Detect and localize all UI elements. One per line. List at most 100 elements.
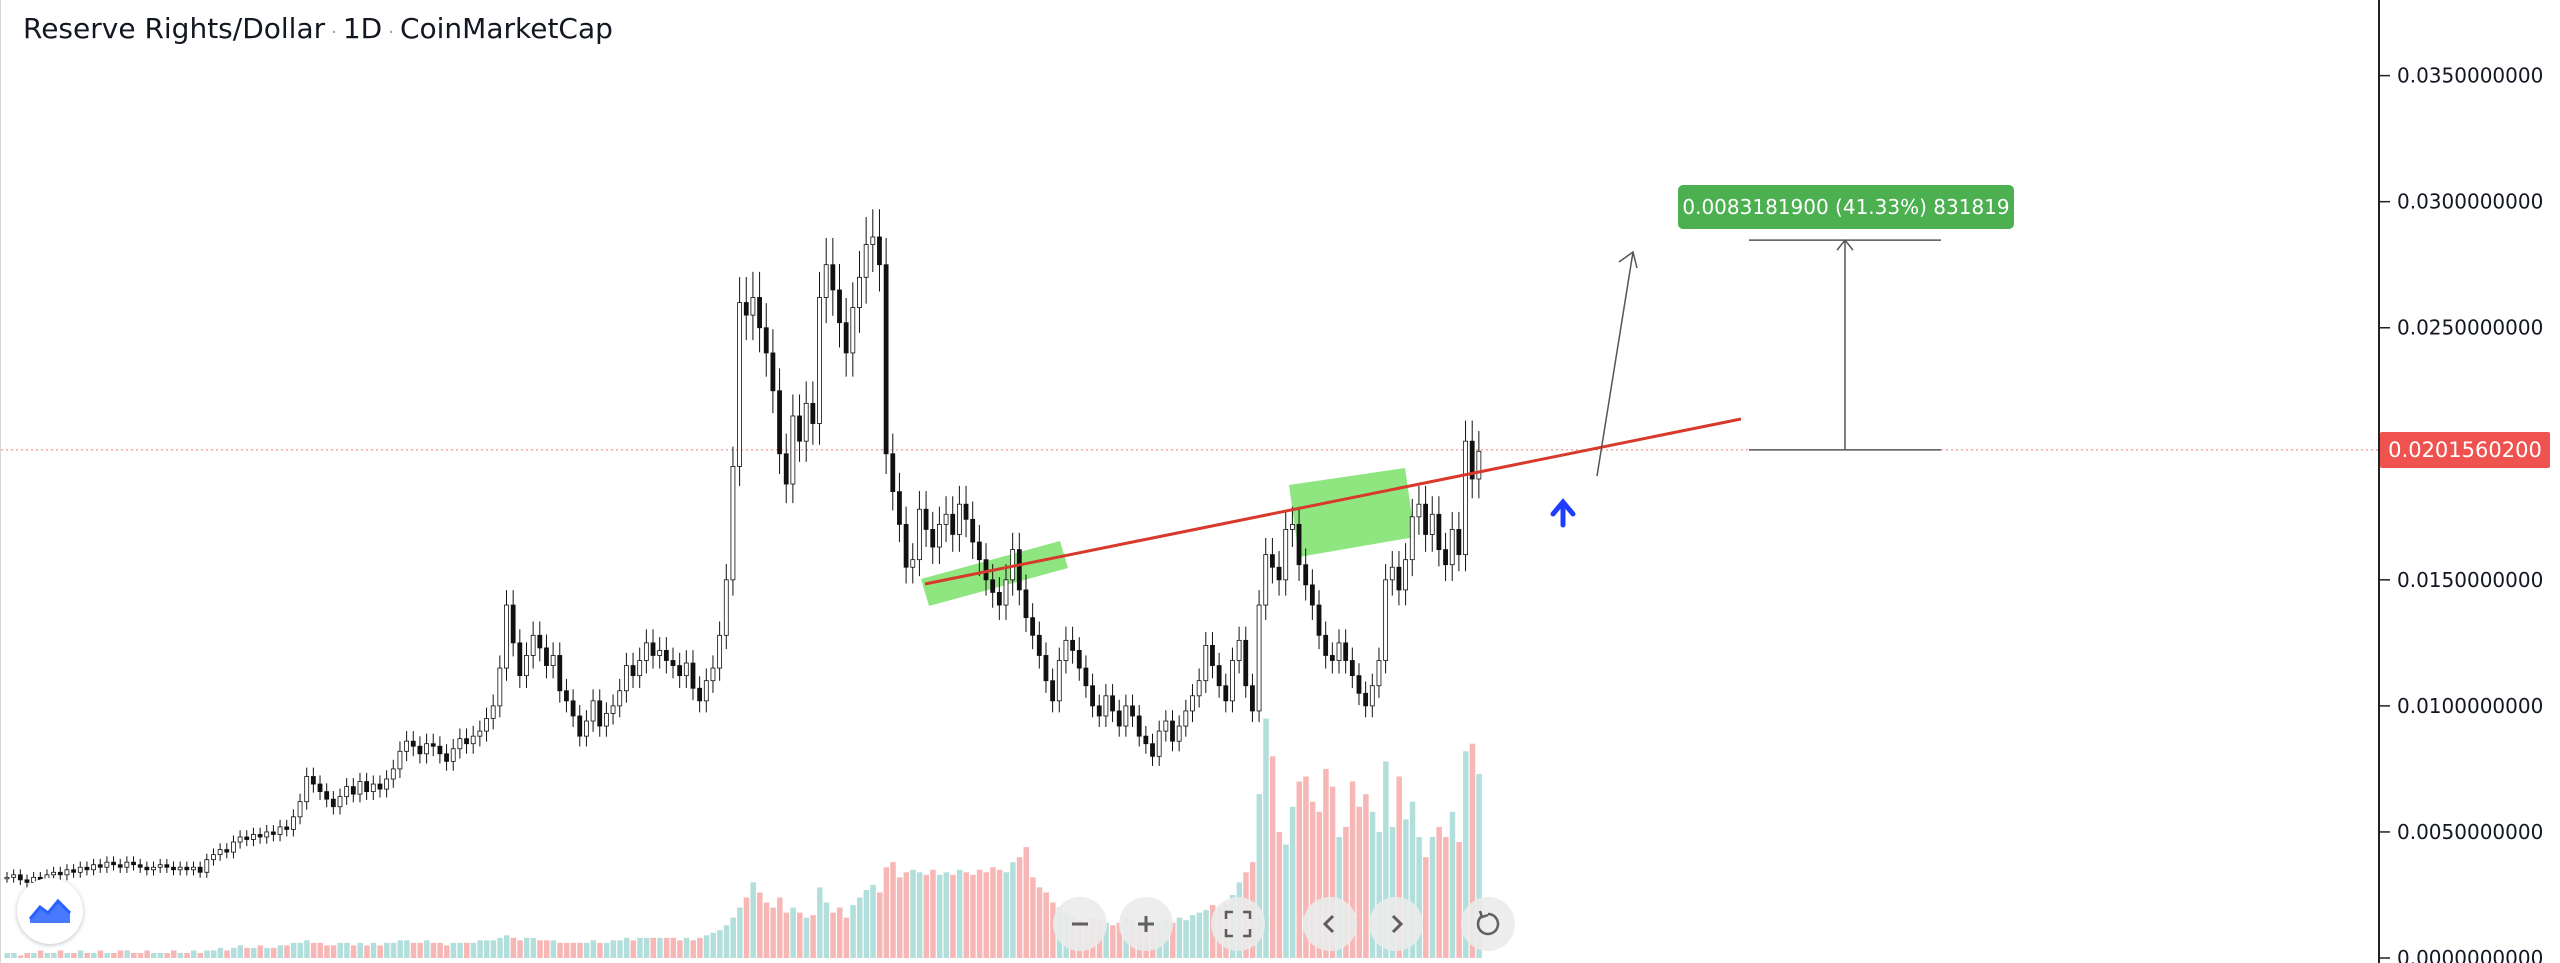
volume-bar [57,950,64,958]
volume-bar [1343,826,1349,958]
volume-bar [277,945,284,958]
volume-bar [723,925,730,958]
candle-body [1343,642,1349,661]
volume-bar [204,950,210,958]
volume-bar [397,940,403,958]
volume-bar [677,940,683,958]
candle-body [430,743,436,747]
volume-bar [197,952,204,958]
candle-body [537,634,543,649]
candle-body [224,849,230,853]
volume-bar [437,942,443,958]
volume-bar [517,940,523,958]
chart-area[interactable]: Reserve Rights/Dollar · 1D · CoinMarketCap 0… [0,0,2378,963]
candle-body [1376,660,1382,687]
candle-body [1309,584,1315,606]
candle-body [917,508,922,561]
candle-body [890,453,896,493]
candle-body [1143,735,1149,745]
candlestick-chart[interactable] [1,0,2378,963]
volume-bar [963,872,970,958]
candle-body [1116,710,1122,727]
volume-bar [490,940,497,958]
volume-bar [1469,743,1476,958]
volume-bar [1170,922,1176,958]
volume-bar [1050,902,1056,958]
scroll-right-button[interactable] [1369,897,1423,951]
candle-body [1403,559,1408,591]
volume-bar [91,952,97,958]
volume-bar [270,947,277,958]
volume-bar [876,892,883,958]
volume-bar [217,947,224,958]
fullscreen-button[interactable] [1211,897,1265,951]
candle-body [1150,743,1155,757]
volume-bar [1030,877,1036,958]
chevron-right-icon [1391,914,1404,934]
candle-body [923,508,929,530]
candle-body [623,665,629,692]
volume-bar [1396,776,1402,958]
price-tick-label: 0.0150000000 [2397,568,2543,592]
volume-bar [1203,910,1209,958]
volume-bar [870,884,876,958]
volume-bar [936,874,943,958]
price-tick-label: 0.0000000000 [2397,946,2543,963]
volume-bar [976,869,983,958]
candle-body [976,541,982,561]
candle-body [637,660,643,677]
candle-body [790,415,796,485]
candle-body [717,634,723,669]
candle-body [823,264,829,298]
volume-bar [1456,842,1462,958]
volume-bar [1416,836,1422,958]
volume-bar [1303,776,1309,958]
candle-body [544,647,549,666]
tradingview-logo-icon[interactable] [17,878,83,944]
candle-body [1469,440,1475,480]
candle-body [777,390,782,455]
symbol-legend: Reserve Rights/Dollar · 1D · CoinMarketCap [23,12,613,45]
volume-bar [504,935,510,958]
candle-body [1070,639,1075,651]
candle-body [1236,639,1242,661]
zoom-in-button[interactable] [1119,897,1173,951]
volume-bar [923,874,930,958]
scroll-left-button[interactable] [1303,897,1357,951]
candle-body [910,559,916,568]
candle-body [157,864,163,868]
candle-body [1123,705,1129,727]
zoom-out-button[interactable] [1053,897,1107,951]
demand-zone-left [921,541,1068,606]
volume-bar [237,945,244,958]
candle-body [131,861,136,866]
candle-body [863,244,869,278]
candle-body [1043,655,1049,682]
candle-body [710,667,716,682]
candle-body [317,783,323,793]
volume-bar [537,940,543,958]
price-axis[interactable]: 0.0350000000 0.0300000000 0.0250000000 0.02… [2378,0,2560,963]
projection-arrow [1596,250,1638,477]
volume-bar [1409,801,1416,958]
volume-bar [830,912,836,958]
candle-body [1423,503,1428,535]
candle-body [1383,579,1389,661]
candle-body [1056,660,1062,702]
candle-layer [4,209,1482,888]
candle-body [357,781,363,795]
volume-bar [1436,826,1442,958]
candle-body [404,740,410,752]
candle-body [117,864,123,868]
volume-bar [477,940,483,958]
reset-chart-button[interactable] [1461,897,1515,951]
candle-body [470,735,476,745]
volume-bar [990,867,996,958]
candle-body [397,750,403,770]
volume-bar [1016,857,1023,958]
candle-body [1369,685,1375,707]
candle-body [337,796,343,808]
candle-body [177,866,183,871]
volume-bar [956,869,963,958]
candle-body [71,869,76,873]
